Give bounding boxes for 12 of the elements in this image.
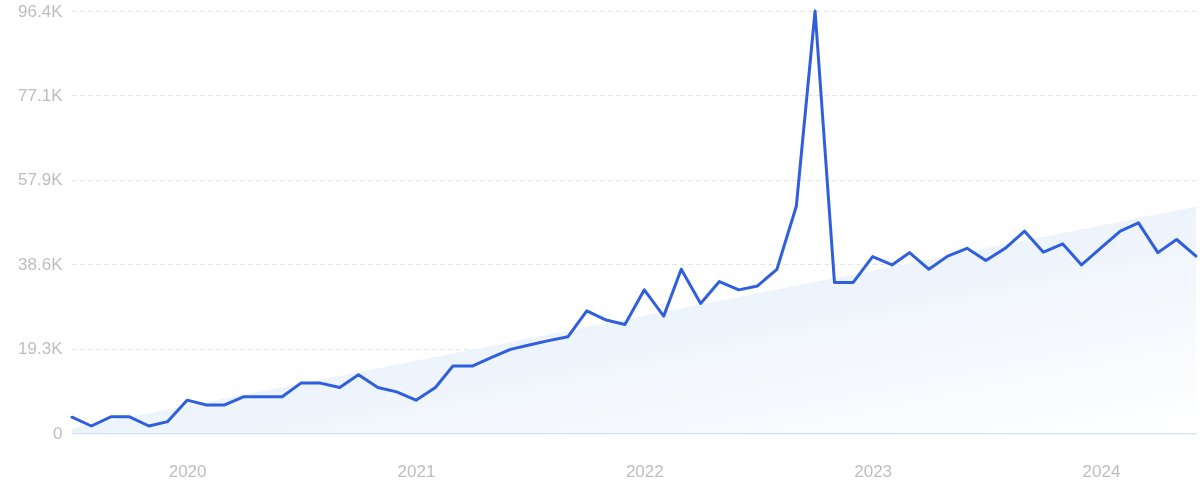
y-tick-label: 38.6K: [18, 254, 64, 274]
y-tick-label: 96.4K: [18, 1, 64, 21]
y-tick-label: 19.3K: [18, 339, 64, 359]
x-tick-label: 2020: [168, 461, 207, 481]
y-tick-label: 57.9K: [18, 170, 64, 190]
y-tick-label: 77.1K: [18, 85, 64, 105]
x-tick-label: 2022: [625, 461, 664, 481]
x-tick-label: 2023: [854, 461, 893, 481]
x-tick-label: 2021: [397, 461, 436, 481]
line-series: [70, 9, 1198, 428]
x-tick-label: 2024: [1082, 461, 1121, 481]
y-tick-label: 0: [53, 423, 63, 443]
